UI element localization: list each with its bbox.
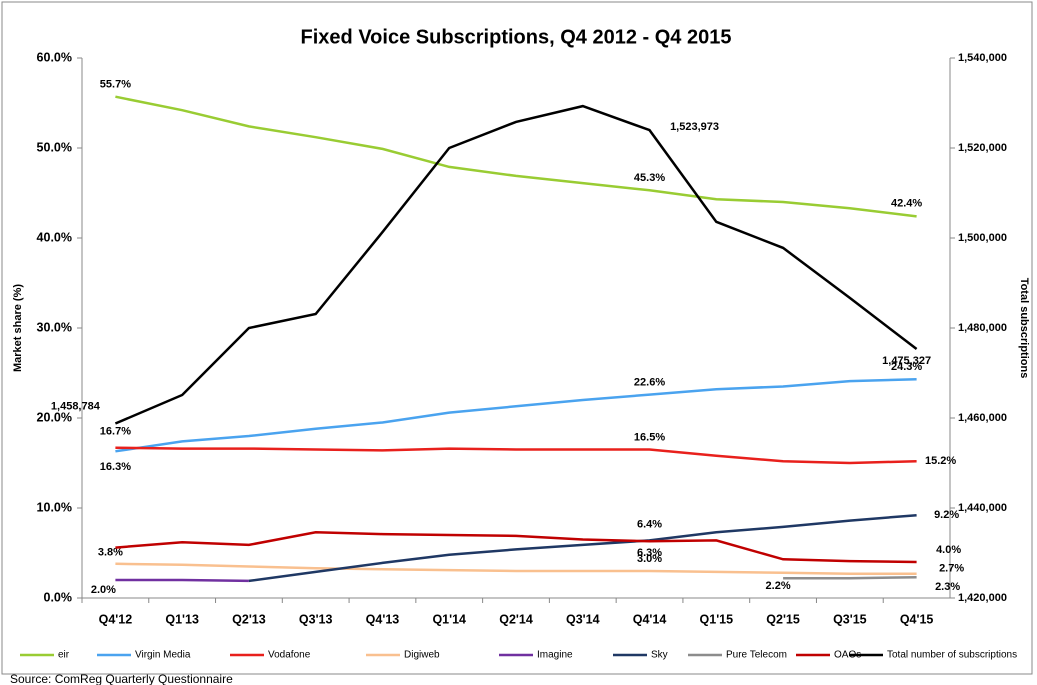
data-label: 2.7% <box>939 563 964 575</box>
legend-label: Pure Telecom <box>726 650 787 661</box>
data-label: 2.3% <box>935 581 960 593</box>
series-line <box>115 446 917 465</box>
series-line <box>114 104 918 425</box>
x-tick-label: Q2'15 <box>766 612 800 626</box>
data-label: 3.0% <box>637 553 662 565</box>
data-label: 6.4% <box>637 518 662 530</box>
series-line <box>115 531 917 564</box>
x-tick-label: Q2'13 <box>232 612 266 626</box>
y-tick-label: 0.0% <box>44 590 73 604</box>
x-tick-label: Q4'12 <box>99 612 133 626</box>
legend-label: Virgin Media <box>135 650 191 661</box>
data-label: 16.7% <box>100 426 131 438</box>
data-label: 6.3% <box>637 547 662 559</box>
legend-label: Sky <box>651 650 668 661</box>
x-tick-label: Q3'14 <box>566 612 600 626</box>
source: Source: ComReg Quarterly Questionnaire <box>10 672 233 685</box>
series-line <box>115 562 917 575</box>
data-label: 9.2% <box>934 509 959 521</box>
x-tick-label: Q4'15 <box>900 612 934 626</box>
data-label: 4.0% <box>936 544 961 556</box>
y-tick-label: 10.0% <box>37 500 72 514</box>
y2-tick-label: 1,460,000 <box>958 412 1007 424</box>
data-label: 1,523,973 <box>670 121 719 133</box>
legend-label: OAOs <box>834 650 861 661</box>
y2-tick-label: 1,420,000 <box>958 592 1007 604</box>
data-label: 24.3% <box>891 361 922 373</box>
series-line <box>248 513 917 583</box>
data-label: 2.2% <box>766 580 791 592</box>
x-tick-label: Q4'14 <box>633 612 667 626</box>
y2-axis-title: Total subscriptions <box>1018 278 1030 379</box>
data-label: 16.3% <box>100 461 131 473</box>
series-line <box>115 95 917 218</box>
x-tick-label: Q1'15 <box>700 612 734 626</box>
legend-label: Imagine <box>537 650 573 661</box>
data-label: 45.3% <box>634 172 665 184</box>
chart-title: Fixed Voice Subscriptions, Q4 2012 - Q4 … <box>301 26 732 48</box>
data-label: 16.5% <box>634 431 665 443</box>
legend-label: Digiweb <box>404 650 440 661</box>
data-label: 42.4% <box>891 197 922 209</box>
series-line <box>115 378 917 453</box>
y-tick-label: 60.0% <box>37 50 72 64</box>
y2-tick-label: 1,440,000 <box>958 502 1007 514</box>
series-line <box>783 576 917 580</box>
data-label: 1,475,327 <box>882 355 931 367</box>
y-tick-label: 50.0% <box>37 140 72 154</box>
data-label: 1,458,784 <box>51 400 101 412</box>
y2-tick-label: 1,480,000 <box>958 322 1007 334</box>
x-tick-label: Q1'13 <box>165 612 199 626</box>
y-axis-title: Market share (%) <box>12 284 24 372</box>
x-tick-label: Q1'14 <box>432 612 466 626</box>
legend-label: eir <box>58 650 70 661</box>
y-tick-label: 30.0% <box>37 320 72 334</box>
x-tick-label: Q3'15 <box>833 612 867 626</box>
legend-label: Vodafone <box>268 650 311 661</box>
legend-label: Total number of subscriptions <box>887 650 1017 661</box>
data-label: 15.2% <box>925 455 956 467</box>
data-label: 2.0% <box>91 584 116 596</box>
x-tick-label: Q3'13 <box>299 612 333 626</box>
data-label: 3.8% <box>98 547 123 559</box>
y2-tick-label: 1,520,000 <box>958 142 1007 154</box>
y2-tick-label: 1,540,000 <box>958 52 1007 64</box>
y-tick-label: 40.0% <box>37 230 72 244</box>
data-label: 55.7% <box>100 79 131 91</box>
series-line <box>115 578 249 583</box>
y2-tick-label: 1,500,000 <box>958 232 1007 244</box>
data-label: 22.6% <box>634 377 665 389</box>
y-tick-label: 20.0% <box>37 410 72 424</box>
x-tick-label: Q2'14 <box>499 612 533 626</box>
x-tick-label: Q4'13 <box>366 612 400 626</box>
